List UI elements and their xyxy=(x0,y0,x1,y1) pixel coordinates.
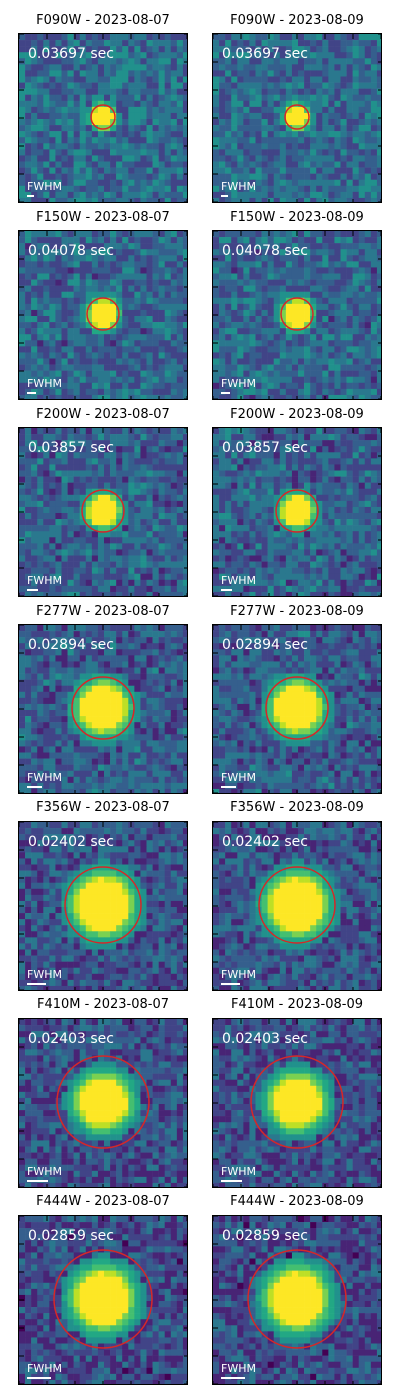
image-panel: 0.02403 sec FWHM xyxy=(212,1018,382,1188)
panel-title: F277W - 2023-08-09 xyxy=(230,604,364,619)
panel-title: F444W - 2023-08-07 xyxy=(36,1194,170,1209)
image-panel: 0.02403 sec FWHM xyxy=(18,1018,188,1188)
exposure-time-label: 0.02859 sec xyxy=(222,1228,308,1244)
fwhm-scale-bar xyxy=(27,392,36,394)
pixel-image xyxy=(213,1019,381,1187)
panel-title: F356W - 2023-08-07 xyxy=(36,800,170,815)
exposure-time-label: 0.02403 sec xyxy=(222,1031,308,1047)
pixel-image xyxy=(19,1216,187,1384)
panel-title: F200W - 2023-08-09 xyxy=(230,407,364,422)
fwhm-scale-bar xyxy=(221,589,232,591)
exposure-time-label: 0.03697 sec xyxy=(28,46,114,62)
aperture-circle xyxy=(90,104,116,130)
fwhm-label: FWHM xyxy=(221,1362,256,1375)
fwhm-scale-bar xyxy=(27,1180,48,1182)
fwhm-label: FWHM xyxy=(27,1362,62,1375)
image-panel: 0.03857 sec FWHM xyxy=(212,427,382,597)
image-panel: 0.02894 sec FWHM xyxy=(212,624,382,794)
aperture-circle xyxy=(275,489,319,533)
aperture-circle xyxy=(56,1055,150,1149)
fwhm-scale-bar xyxy=(27,983,46,985)
fwhm-label: FWHM xyxy=(27,771,62,784)
panel-title: F200W - 2023-08-07 xyxy=(36,407,170,422)
fwhm-label: FWHM xyxy=(27,968,62,981)
pixel-image xyxy=(19,231,187,399)
fwhm-scale-bar xyxy=(221,983,240,985)
fwhm-label: FWHM xyxy=(27,574,62,587)
pixel-image xyxy=(213,428,381,596)
panel-title: F356W - 2023-08-09 xyxy=(230,800,364,815)
exposure-time-label: 0.04078 sec xyxy=(28,243,114,259)
exposure-time-label: 0.03857 sec xyxy=(28,440,114,456)
panel-title: F090W - 2023-08-07 xyxy=(36,13,170,28)
aperture-circle xyxy=(280,297,314,331)
fwhm-label: FWHM xyxy=(221,771,256,784)
image-panel: 0.02894 sec FWHM xyxy=(18,624,188,794)
pixel-image xyxy=(213,34,381,202)
fwhm-scale-bar xyxy=(221,1377,245,1379)
exposure-time-label: 0.03697 sec xyxy=(222,46,308,62)
pixel-image xyxy=(19,822,187,990)
panel-title: F090W - 2023-08-09 xyxy=(230,13,364,28)
aperture-circle xyxy=(64,866,142,944)
panel-title: F410M - 2023-08-09 xyxy=(230,997,363,1012)
aperture-circle xyxy=(71,676,135,740)
fwhm-label: FWHM xyxy=(221,1165,256,1178)
image-panel: 0.02859 sec FWHM xyxy=(212,1215,382,1385)
aperture-circle xyxy=(258,866,336,944)
panel-title: F150W - 2023-08-07 xyxy=(36,210,170,225)
exposure-time-label: 0.02859 sec xyxy=(28,1228,114,1244)
fwhm-label: FWHM xyxy=(221,574,256,587)
aperture-circle xyxy=(265,676,329,740)
pixel-image xyxy=(213,822,381,990)
fwhm-label: FWHM xyxy=(221,968,256,981)
fwhm-label: FWHM xyxy=(27,180,62,193)
pixel-image xyxy=(19,34,187,202)
fwhm-scale-bar xyxy=(27,1377,51,1379)
panel-title: F150W - 2023-08-09 xyxy=(230,210,364,225)
fwhm-scale-bar xyxy=(221,1180,242,1182)
aperture-circle xyxy=(250,1055,344,1149)
panel-title: F410M - 2023-08-07 xyxy=(36,997,169,1012)
exposure-time-label: 0.02402 sec xyxy=(28,834,114,850)
fwhm-scale-bar xyxy=(221,195,228,197)
fwhm-scale-bar xyxy=(27,786,42,788)
pixel-image xyxy=(19,625,187,793)
fwhm-scale-bar xyxy=(221,392,230,394)
fwhm-scale-bar xyxy=(27,589,38,591)
panel-title: F444W - 2023-08-09 xyxy=(230,1194,364,1209)
pixel-image xyxy=(19,1019,187,1187)
image-panel: 0.02402 sec FWHM xyxy=(18,821,188,991)
exposure-time-label: 0.04078 sec xyxy=(222,243,308,259)
fwhm-label: FWHM xyxy=(27,377,62,390)
aperture-circle xyxy=(53,1249,153,1349)
image-panel: 0.03857 sec FWHM xyxy=(18,427,188,597)
fwhm-label: FWHM xyxy=(27,1165,62,1178)
aperture-circle xyxy=(284,104,310,130)
image-panel: 0.02859 sec FWHM xyxy=(18,1215,188,1385)
aperture-circle xyxy=(81,489,125,533)
fwhm-label: FWHM xyxy=(221,377,256,390)
panel-title: F277W - 2023-08-07 xyxy=(36,604,170,619)
pixel-image xyxy=(213,1216,381,1384)
fwhm-scale-bar xyxy=(27,195,34,197)
image-panel: 0.03697 sec FWHM xyxy=(18,33,188,203)
exposure-time-label: 0.03857 sec xyxy=(222,440,308,456)
image-panel: 0.02402 sec FWHM xyxy=(212,821,382,991)
image-panel: 0.03697 sec FWHM xyxy=(212,33,382,203)
pixel-image xyxy=(19,428,187,596)
aperture-circle xyxy=(247,1249,347,1349)
pixel-image xyxy=(213,231,381,399)
exposure-time-label: 0.02403 sec xyxy=(28,1031,114,1047)
fwhm-label: FWHM xyxy=(221,180,256,193)
aperture-circle xyxy=(86,297,120,331)
image-panel: 0.04078 sec FWHM xyxy=(18,230,188,400)
exposure-time-label: 0.02894 sec xyxy=(28,637,114,653)
fwhm-scale-bar xyxy=(221,786,236,788)
pixel-image xyxy=(213,625,381,793)
exposure-time-label: 0.02402 sec xyxy=(222,834,308,850)
exposure-time-label: 0.02894 sec xyxy=(222,637,308,653)
image-panel: 0.04078 sec FWHM xyxy=(212,230,382,400)
